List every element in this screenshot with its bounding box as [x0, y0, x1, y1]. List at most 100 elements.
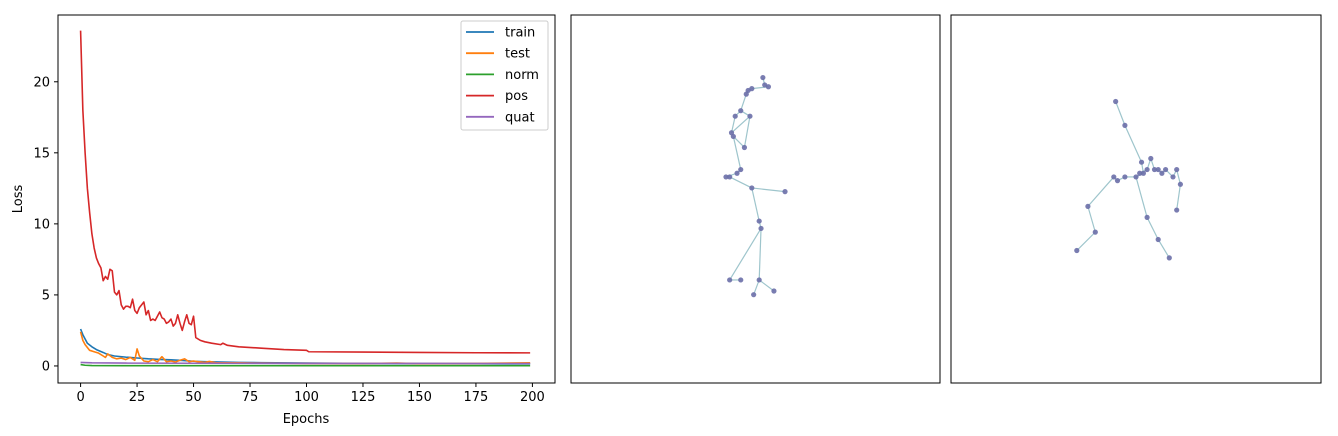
x-axis-label: Epochs	[283, 412, 330, 427]
skeleton-bone-1	[758, 228, 762, 280]
skeleton-bone-1	[743, 116, 751, 148]
skeleton-bone-2	[1115, 101, 1126, 126]
skeleton-bone-1	[729, 176, 753, 189]
skeleton-joint-2	[1122, 122, 1128, 128]
y-axis-label: Loss	[11, 185, 26, 214]
skeleton-joint-1	[727, 277, 733, 283]
skeleton-bone-1	[753, 279, 760, 295]
skeleton-joint-2	[1137, 170, 1143, 176]
skeleton-joint-2	[1151, 166, 1158, 173]
y-tick-label: 0	[42, 359, 50, 374]
legend-label-pos: pos	[505, 89, 528, 104]
skeleton-joint-1	[738, 166, 744, 173]
skeleton-joint-2	[1144, 166, 1150, 173]
skeleton-bone-1	[730, 116, 736, 133]
skeleton-joint-2	[1174, 166, 1180, 173]
x-tick-label: 150	[407, 390, 432, 405]
x-tick-label: 100	[294, 390, 319, 405]
legend-items: train test norm pos quat	[466, 26, 539, 125]
legend: train test norm pos quat	[460, 20, 549, 131]
skeleton-bone-2	[1076, 231, 1096, 251]
legend-box	[460, 20, 549, 131]
skeleton-joint-2	[1133, 174, 1139, 180]
skeleton-joint-2	[1111, 174, 1117, 180]
skeleton-joint-2	[1174, 207, 1180, 213]
skeleton-bone-1	[731, 115, 751, 134]
x-tick-label: 50	[185, 390, 202, 405]
skeleton-joint-2	[1138, 159, 1145, 165]
skeleton-joint-2	[1170, 174, 1176, 180]
skeleton-joint-2	[1159, 170, 1165, 176]
skeleton-panel-1	[570, 14, 941, 384]
y-tick-label: 5	[42, 288, 50, 303]
skeleton-bone-1	[758, 279, 775, 292]
skeleton-bone-1	[751, 187, 786, 193]
skeleton-joint-1	[723, 174, 729, 180]
x-tick-label: 0	[76, 390, 84, 405]
skeleton-joint-1	[727, 174, 733, 180]
skeleton-joint-2	[1085, 203, 1091, 209]
skeleton-joint-2	[1163, 166, 1169, 173]
legend-label-test: test	[505, 47, 530, 62]
skeleton-joint-2	[1092, 229, 1098, 235]
skeleton-joint-1	[765, 84, 772, 90]
skeleton-joint-2	[1148, 155, 1154, 162]
skeleton-bone-2	[1146, 217, 1159, 240]
y-tick-label: 20	[33, 75, 50, 90]
skeleton-joints-1	[723, 74, 788, 298]
loss-chart-panel: 0 25 50 75 100 125 150 175 200 0 5 10 15 20 Epochs L…	[11, 14, 556, 427]
skeleton-joint-2	[1155, 166, 1161, 173]
skeleton-bone-1	[732, 136, 742, 170]
skeleton-joint-2	[1166, 255, 1172, 261]
x-tick-label: 175	[464, 390, 489, 405]
skeleton-frame-1	[570, 14, 941, 384]
y-tick-label: 10	[33, 217, 50, 232]
skeleton-bone-1	[729, 228, 762, 281]
y-axis-ticks: 0 5 10 15 20	[33, 75, 58, 374]
skeleton-bone-2	[1124, 125, 1143, 163]
skeleton-bone-2	[1087, 206, 1096, 233]
x-tick-label: 75	[242, 390, 259, 405]
skeleton-joint-1	[738, 277, 744, 283]
skeleton-joint-2	[1113, 98, 1119, 105]
skeleton-bone-1	[751, 187, 760, 222]
legend-label-train: train	[505, 26, 535, 41]
skeleton-joint-1	[756, 277, 762, 283]
skeleton-bone-2	[1087, 176, 1115, 207]
skeleton-joint-2	[1140, 170, 1146, 176]
skeleton-joints-2	[1074, 98, 1183, 261]
skeleton-joint-2	[1122, 174, 1128, 180]
series-line-quat	[80, 361, 531, 365]
series-line-norm	[80, 363, 531, 367]
skeleton-bone-2	[1157, 239, 1170, 259]
skeleton-joint-2	[1144, 214, 1150, 220]
skeleton-joint-1	[758, 225, 764, 232]
skeleton-panel-2	[950, 14, 1322, 384]
skeleton-joint-1	[738, 108, 744, 114]
skeleton-joint-1	[771, 288, 777, 294]
skeleton-joint-1	[749, 185, 755, 191]
skeleton-bone-2	[1135, 176, 1148, 218]
skeleton-frame-2	[950, 14, 1322, 384]
skeleton-joint-2	[1155, 236, 1161, 243]
x-tick-label: 125	[351, 390, 376, 405]
skeleton-joint-2	[1074, 247, 1080, 254]
x-axis-ticks: 0 25 50 75 100 125 150 175 200	[76, 383, 545, 405]
skeleton-joint-1	[747, 113, 753, 119]
legend-label-norm: norm	[505, 68, 539, 83]
skeleton-joint-2	[1114, 178, 1121, 184]
skeleton-bone-1	[740, 93, 747, 111]
skeleton-joint-1	[756, 218, 762, 224]
skeleton-joint-1	[751, 292, 757, 298]
series-line-pos	[79, 30, 531, 354]
skeleton-joint-1	[743, 91, 749, 97]
skeleton-joint-1	[734, 170, 740, 176]
skeleton-joint-2	[1177, 181, 1183, 187]
x-tick-label: 25	[129, 390, 146, 405]
skeleton-joint-1	[732, 113, 738, 119]
skeleton-joint-1	[760, 74, 766, 81]
skeleton-bone-1	[732, 136, 745, 148]
skeleton-joint-1	[741, 144, 748, 151]
